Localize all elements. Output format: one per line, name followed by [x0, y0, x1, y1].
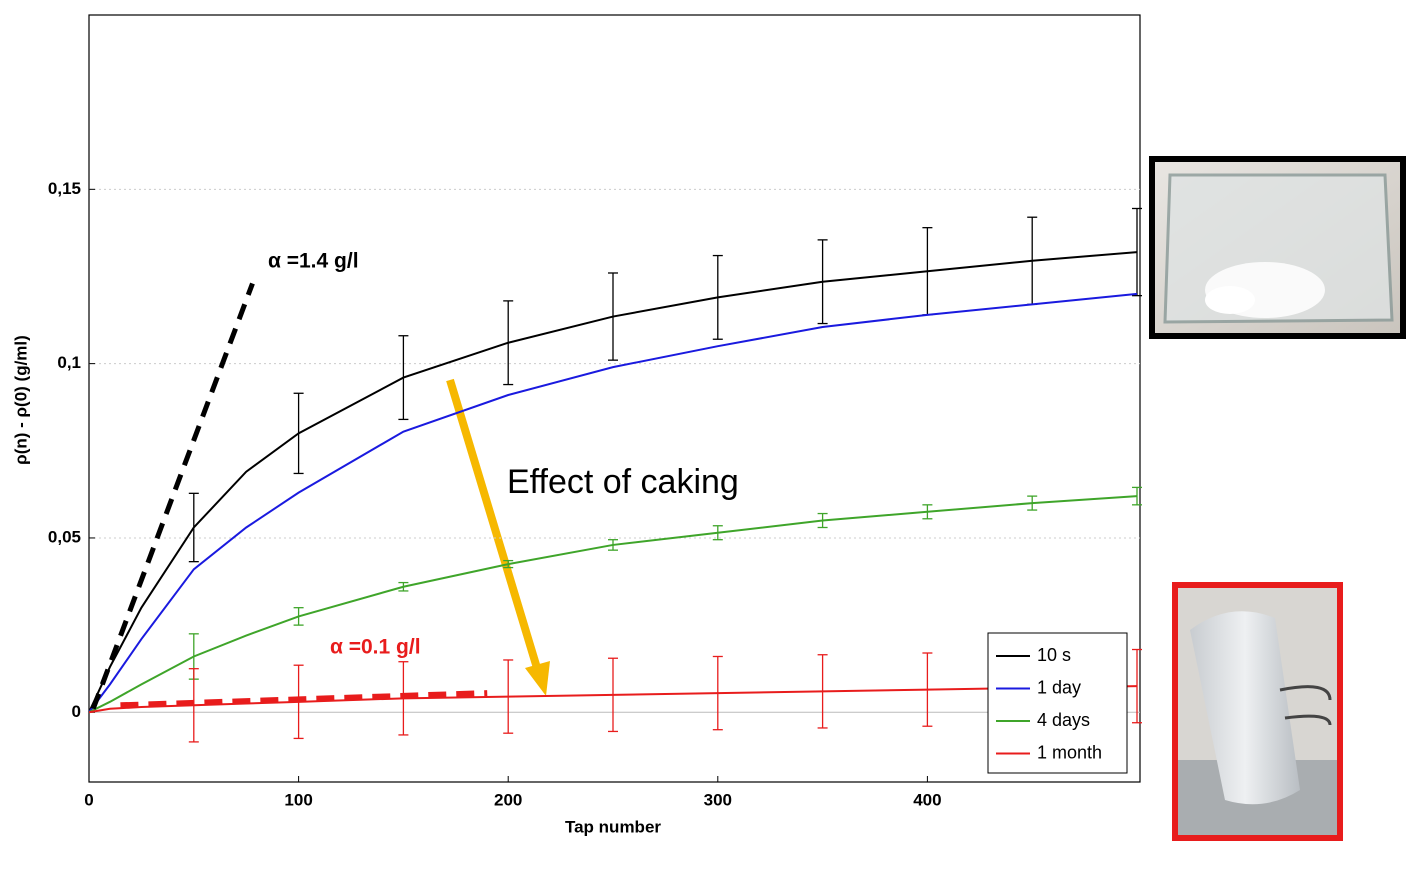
- x-tick-label: 300: [704, 790, 732, 809]
- series-line: [88, 292, 1138, 713]
- y-tick-label: 0,15: [48, 179, 81, 198]
- annotation: Effect of caking: [507, 463, 739, 501]
- error-bar: [608, 272, 618, 361]
- y-tick-label: 0: [72, 702, 81, 721]
- error-bar: [608, 539, 618, 551]
- series-line: [88, 251, 1138, 713]
- x-tick-label: 100: [284, 790, 312, 809]
- plot-frame: [88, 14, 1141, 783]
- error-bar: [293, 392, 304, 475]
- error-bar: [398, 335, 409, 421]
- error-bar: [188, 492, 199, 563]
- error-bar: [712, 254, 723, 340]
- error-bar: [922, 652, 933, 727]
- legend: 10 s 1 day 4 days 1 month: [987, 632, 1128, 774]
- caking-arrow: [446, 378, 550, 696]
- error-bar: [503, 659, 514, 734]
- tangent-label: α =0.1 g/l: [330, 636, 421, 659]
- tangent-line: [90, 282, 255, 710]
- x-tick-label: 0: [84, 790, 93, 809]
- error-bar: [1132, 648, 1142, 724]
- legend-label: 10 s: [1037, 645, 1071, 665]
- error-bar: [503, 559, 514, 569]
- error-bar: [1027, 495, 1038, 511]
- y-tick-label: 0,05: [48, 527, 81, 546]
- error-bar: [608, 657, 618, 733]
- error-bar: [1132, 207, 1142, 297]
- error-bar: [293, 607, 304, 626]
- error-bar: [817, 654, 828, 729]
- photo-cake: [1172, 582, 1343, 841]
- legend-label: 1 month: [1037, 742, 1102, 762]
- x-tick-label: 200: [494, 790, 522, 809]
- x-axis-label: Tap number: [565, 817, 661, 836]
- x-tick-label: 400: [913, 790, 941, 809]
- series-line: [88, 495, 1138, 714]
- error-bar: [712, 655, 723, 731]
- error-bar: [503, 300, 514, 386]
- error-bar: [1132, 486, 1142, 506]
- photo-powder: [1149, 156, 1406, 339]
- error-bar: [398, 581, 409, 592]
- error-bar: [817, 239, 828, 325]
- y-tick-label: 0,1: [57, 353, 81, 372]
- error-bar: [817, 512, 828, 529]
- tangent-label: α =1.4 g/l: [268, 250, 359, 273]
- tangent-line: [120, 690, 488, 709]
- legend-label: 1 day: [1037, 677, 1081, 697]
- legend-label: 4 days: [1037, 710, 1090, 730]
- error-bar: [922, 504, 933, 520]
- y-axis-label: ρ(n) - ρ(0) (g/ml): [11, 335, 30, 465]
- error-bar: [712, 525, 723, 541]
